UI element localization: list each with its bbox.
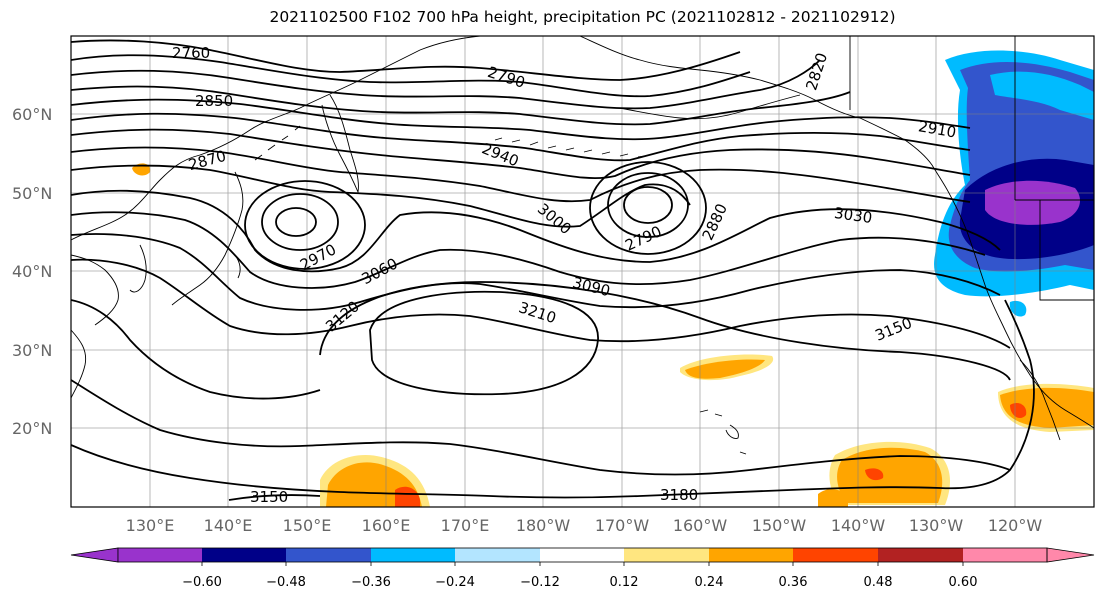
colorbar-extend-low [70, 547, 119, 563]
colorbar-tick-label: 0.48 [864, 575, 893, 590]
lat-label: 50°N [12, 184, 52, 203]
lat-label: 60°N [12, 105, 52, 124]
colorbar-segment [624, 548, 709, 562]
contour-label: 3150 [250, 488, 288, 506]
colorbar-tick-label: 0.60 [949, 575, 978, 590]
lat-label: 40°N [12, 262, 52, 281]
colorbar-segment [118, 548, 202, 562]
map-title: 2021102500 F102 700 hPa height, precipit… [269, 8, 896, 26]
lon-label: 170°W [595, 516, 650, 535]
colorbar-segment [286, 548, 371, 562]
contour-label: 3030 [833, 204, 873, 227]
lat-label: 20°N [12, 419, 52, 438]
colorbar-tick-labels: −0.60 −0.48 −0.36 −0.24 −0.12 0.12 0.24 … [182, 575, 977, 590]
lon-label: 150°W [752, 516, 807, 535]
colorbar-tick-label: −0.12 [520, 575, 560, 590]
precip-shading [132, 50, 1094, 507]
lon-label: 150°E [283, 516, 332, 535]
lon-label: 160°E [362, 516, 411, 535]
colorbar-segment [455, 548, 540, 562]
colorbar-tick-label: 0.36 [779, 575, 808, 590]
colorbar-segment [540, 548, 624, 562]
contour-label: 2850 [195, 92, 233, 110]
colorbar-segment [202, 548, 286, 562]
colorbar-segment [793, 548, 878, 562]
latitude-labels: 60°N 50°N 40°N 30°N 20°N [12, 105, 52, 438]
lon-label: 120°W [988, 516, 1043, 535]
colorbar-tick-label: −0.36 [351, 575, 391, 590]
lon-label: 170°E [441, 516, 490, 535]
lon-label: 130°W [909, 516, 964, 535]
lon-label: 130°E [126, 516, 175, 535]
colorbar-segment [963, 548, 1047, 562]
colorbar-tick-label: 0.24 [695, 575, 724, 590]
plot-border [70, 35, 1095, 508]
coastlines [71, 36, 1094, 455]
colorbar-tick-label: −0.24 [435, 575, 475, 590]
colorbar-extend-high [1046, 547, 1095, 563]
colorbar-outline [117, 547, 1048, 563]
contour-label: 2760 [172, 44, 210, 62]
colorbar-tick-label: 0.12 [610, 575, 639, 590]
colorbar-segment [371, 548, 455, 562]
lon-label: 140°W [831, 516, 886, 535]
colorbar-tick-label: −0.60 [182, 575, 222, 590]
gridlines [71, 36, 1094, 507]
lon-label: 140°E [204, 516, 253, 535]
lat-label: 30°N [12, 341, 52, 360]
contour-label: 3180 [660, 486, 698, 504]
colorbar [70, 547, 1095, 566]
colorbar-segment [878, 548, 963, 562]
lon-label: 160°W [673, 516, 728, 535]
lon-label: 180°W [516, 516, 571, 535]
colorbar-tick-label: −0.48 [266, 575, 306, 590]
height-contours [71, 39, 1035, 501]
colorbar-segment [709, 548, 793, 562]
longitude-labels: 130°E 140°E 150°E 160°E 170°E 180°W 170°… [126, 516, 1043, 535]
